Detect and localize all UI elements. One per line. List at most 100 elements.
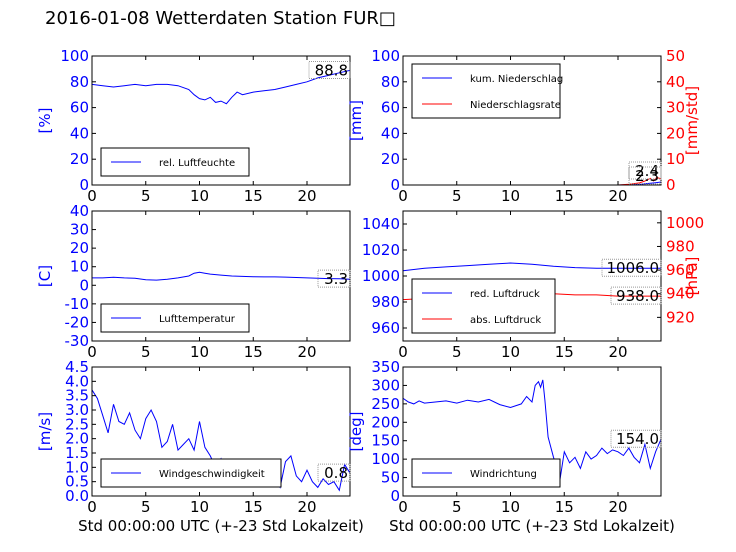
y-tick-label: 80 <box>381 73 400 91</box>
plot-frame <box>91 210 351 342</box>
y2-tick-label: 1000 <box>666 214 704 232</box>
y-tick-label: 200 <box>371 413 400 431</box>
y-tick-label: 250 <box>371 395 400 413</box>
y-tick-label: 50 <box>381 469 400 487</box>
value-label-box <box>628 166 662 185</box>
y-tick-label: 100 <box>371 450 400 468</box>
legend-label: Windgeschwindigkeit <box>159 469 265 480</box>
y-tick-label: 40 <box>70 202 89 220</box>
y-tick-label: 10 <box>70 258 89 276</box>
x-tick-label: 5 <box>452 187 462 205</box>
x-tick-label: 15 <box>555 498 574 516</box>
y-tick-label: 2.0 <box>65 430 89 448</box>
y-tick-label: 60 <box>70 99 89 117</box>
value-label-box <box>628 161 662 180</box>
y2-tick-label: 940 <box>666 285 695 303</box>
y-tick-label: 4.5 <box>65 358 89 376</box>
y-axis-label: [C] <box>36 265 54 287</box>
plot-frame <box>402 366 662 497</box>
y-tick-label: 4.0 <box>65 372 89 390</box>
y2-tick-label: 10 <box>666 150 685 168</box>
figure-title-text: 2016-01-08 Wetterdaten Station FUR <box>45 8 379 29</box>
x-tick-label: 0 <box>398 187 408 205</box>
value-label: 2.3 <box>635 167 659 185</box>
x-tick-label: 10 <box>190 498 209 516</box>
y-tick-label: 1000 <box>362 267 400 285</box>
x-tick-label: 20 <box>297 343 316 361</box>
y-tick-label: 60 <box>381 99 400 117</box>
x-tick-label: 20 <box>608 187 627 205</box>
x-tick-label: 0 <box>87 343 97 361</box>
x-tick-label: 10 <box>190 343 209 361</box>
figure-title: 2016-01-08 Wetterdaten Station FUR□ <box>45 8 396 29</box>
panel-precipitation: 0 5 10 15 20 0 20 40 60 80 100 0 10 20 30 40 50 [mm] [mm/s… <box>347 47 701 205</box>
y-tick-label: 20 <box>381 150 400 168</box>
x-tick-label: 10 <box>501 498 520 516</box>
y-tick-label: 20 <box>70 239 89 257</box>
series-line-niederschlagsrate <box>403 176 661 185</box>
x-tick-label: 0 <box>398 343 408 361</box>
y2-tick-label: 0 <box>666 176 676 194</box>
value-label: 88.8 <box>315 61 348 79</box>
legend-label: rel. Luftfeuchte <box>159 158 235 169</box>
x-tick-label: 5 <box>141 187 151 205</box>
legend-box <box>100 458 282 488</box>
y-tick-label: 960 <box>371 319 400 337</box>
value-label: 3.3 <box>324 270 348 288</box>
x-axis-label: Std 00:00:00 UTC (+-23 Std Lokalzeit) <box>389 517 675 535</box>
legend-box <box>411 278 556 334</box>
x-tick-label: 5 <box>452 498 462 516</box>
x-tick-label: 0 <box>87 498 97 516</box>
value-label: 154.0 <box>616 430 659 448</box>
value-label: 1006.0 <box>607 259 660 277</box>
y-tick-label: 40 <box>381 124 400 142</box>
x-tick-label: 5 <box>452 343 462 361</box>
y-axis-label: [mm] <box>347 100 365 141</box>
y-tick-label: 100 <box>371 47 400 65</box>
x-tick-label: 15 <box>555 343 574 361</box>
y-tick-label: 0 <box>79 276 89 294</box>
y-tick-label: 0.0 <box>65 487 89 505</box>
value-label: 938.0 <box>616 287 659 305</box>
y-tick-label: 0 <box>390 487 400 505</box>
y-tick-label: 350 <box>371 358 400 376</box>
y2-tick-label: 30 <box>666 99 685 117</box>
y2-axis-label: [mm/std] <box>683 86 701 155</box>
plot-frame <box>91 366 351 497</box>
panel-humidity: 0 5 10 15 20 0 20 40 60 80 100 [%] 88.8 rel. Luftfeuc… <box>36 47 351 205</box>
y-tick-label: 1.5 <box>65 444 89 462</box>
panel-pressure: 0 5 10 15 20 960 980 1000 1020 1040 920 940 960 980 10… <box>362 210 704 361</box>
y-tick-label: 3.5 <box>65 387 89 405</box>
value-label-box <box>317 269 351 288</box>
y-tick-label: 1040 <box>362 215 400 233</box>
y2-tick-label: 980 <box>666 237 695 255</box>
x-tick-label: 15 <box>244 498 263 516</box>
y-tick-label: 0.5 <box>65 473 89 491</box>
x-tick-label: 5 <box>141 343 151 361</box>
value-label-box <box>610 429 662 448</box>
legend-label: Niederschlagsrate <box>470 100 561 111</box>
series-line-lufttemperatur <box>92 271 350 281</box>
y2-tick-label: 960 <box>666 261 695 279</box>
legend-label: kum. Niederschlag <box>470 74 563 85</box>
x-tick-label: 20 <box>608 498 627 516</box>
y-tick-label: 40 <box>70 124 89 142</box>
x-tick-label: 10 <box>190 187 209 205</box>
plot-frame <box>402 55 662 186</box>
y-tick-label: 1020 <box>362 241 400 259</box>
x-axis-label: Std 00:00:00 UTC (+-23 Std Lokalzeit) <box>78 517 364 535</box>
legend-label: abs. Luftdruck <box>470 315 541 326</box>
y-tick-label: 300 <box>371 376 400 394</box>
y-tick-label: 30 <box>70 221 89 239</box>
x-tick-label: 5 <box>141 498 151 516</box>
x-tick-label: 15 <box>244 187 263 205</box>
y-tick-label: 1.0 <box>65 458 89 476</box>
x-tick-label: 20 <box>297 187 316 205</box>
series-line-red-luftdruck <box>403 262 661 272</box>
y-tick-label: -30 <box>65 332 90 350</box>
y-tick-label: -10 <box>65 295 90 313</box>
y-axis-label: [m/s] <box>36 412 54 451</box>
x-tick-label: 20 <box>608 343 627 361</box>
